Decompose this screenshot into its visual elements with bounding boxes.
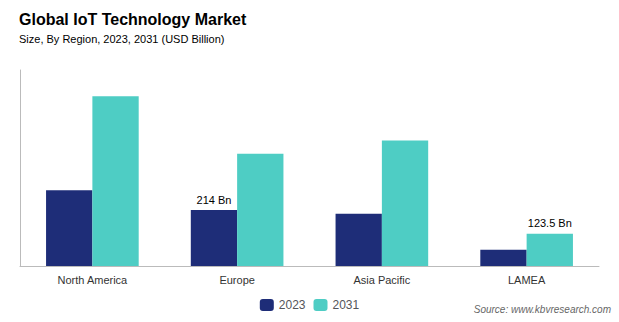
- svg-text:2023: 2023: [279, 298, 306, 312]
- svg-text:Europe: Europe: [219, 274, 254, 286]
- svg-text:LAMEA: LAMEA: [508, 274, 546, 286]
- svg-text:Global IoT Technology Market: Global IoT Technology Market: [19, 11, 247, 28]
- svg-text:214 Bn: 214 Bn: [197, 194, 232, 206]
- svg-text:Size, By Region, 2023, 2031 (U: Size, By Region, 2023, 2031 (USD Billion…: [19, 33, 224, 45]
- svg-text:2031: 2031: [333, 298, 360, 312]
- svg-text:North America: North America: [58, 274, 129, 286]
- svg-text:Asia Pacific: Asia Pacific: [353, 274, 410, 286]
- svg-text:Source: www.kbvresearch.com: Source: www.kbvresearch.com: [474, 304, 611, 315]
- svg-text:123.5 Bn: 123.5 Bn: [528, 217, 572, 229]
